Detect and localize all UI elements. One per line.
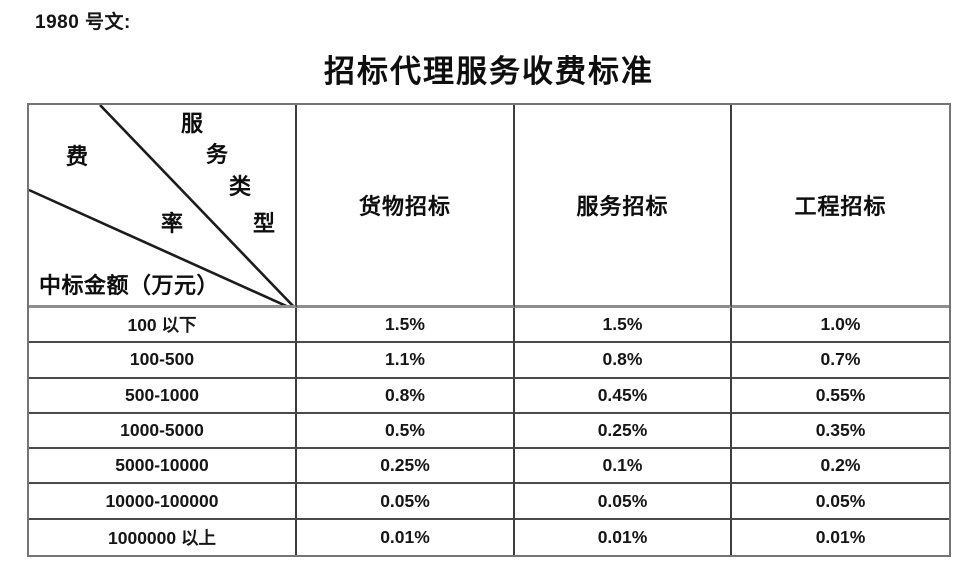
table-cell: 0.2% xyxy=(732,449,949,485)
table-cell: 1.0% xyxy=(732,308,949,344)
row-label: 100-500 xyxy=(29,343,297,379)
table-cell: 1.1% xyxy=(297,343,515,379)
corner-fee-char-2: 率 xyxy=(161,211,184,236)
document-number-label: 1980 号文: xyxy=(35,12,131,33)
table-cell: 0.1% xyxy=(515,449,732,485)
table-cell: 0.25% xyxy=(515,413,732,450)
row-label: 500-1000 xyxy=(29,378,297,414)
corner-service-char-1: 服 xyxy=(181,111,204,136)
page-title: 招标代理服务收费标准 xyxy=(324,54,654,89)
table-cell: 0.55% xyxy=(732,379,949,414)
table-cell: 0.05% xyxy=(732,484,949,520)
table-cell: 0.7% xyxy=(732,343,949,379)
row-label: 100 以下 xyxy=(29,308,297,344)
table-cell: 0.5% xyxy=(297,413,515,450)
corner-service-char-4: 型 xyxy=(253,211,276,236)
corner-fee-char-1: 费 xyxy=(66,144,89,169)
table-cell: 0.8% xyxy=(297,378,515,414)
table-cell: 1.5% xyxy=(515,308,732,344)
table-cell: 0.45% xyxy=(515,378,732,414)
table-cell: 0.05% xyxy=(297,484,515,520)
table-cell: 0.05% xyxy=(515,484,732,520)
row-label: 10000-100000 xyxy=(29,484,297,520)
column-header-engineering: 工程招标 xyxy=(732,105,949,308)
fee-standard-table: 费 率 服 务 类 型 中标金额（万元） 货物招标 服务招标 工程招标 100 … xyxy=(27,103,951,557)
diagonal-split-lines xyxy=(29,105,294,305)
row-label: 1000000 以上 xyxy=(29,519,297,555)
column-header-service: 服务招标 xyxy=(515,105,732,308)
row-label: 1000-5000 xyxy=(29,413,297,450)
column-header-goods: 货物招标 xyxy=(297,105,515,308)
table-cell: 0.01% xyxy=(815,526,866,547)
table-cell: 0.25% xyxy=(297,449,515,485)
table-cell: 0.01% xyxy=(297,519,515,555)
corner-header-cell: 费 率 服 务 类 型 中标金额（万元） xyxy=(29,105,297,308)
corner-service-char-2: 务 xyxy=(206,142,229,167)
table-cell: 0.35% xyxy=(732,414,949,450)
corner-service-char-3: 类 xyxy=(229,174,252,199)
corner-amount-label: 中标金额（万元） xyxy=(39,273,220,298)
row-label: 5000-10000 xyxy=(29,449,297,485)
table-cell: 0.01% xyxy=(515,519,732,555)
table-cell: 0.8% xyxy=(515,343,732,379)
table-cell: 1.5% xyxy=(297,308,515,344)
